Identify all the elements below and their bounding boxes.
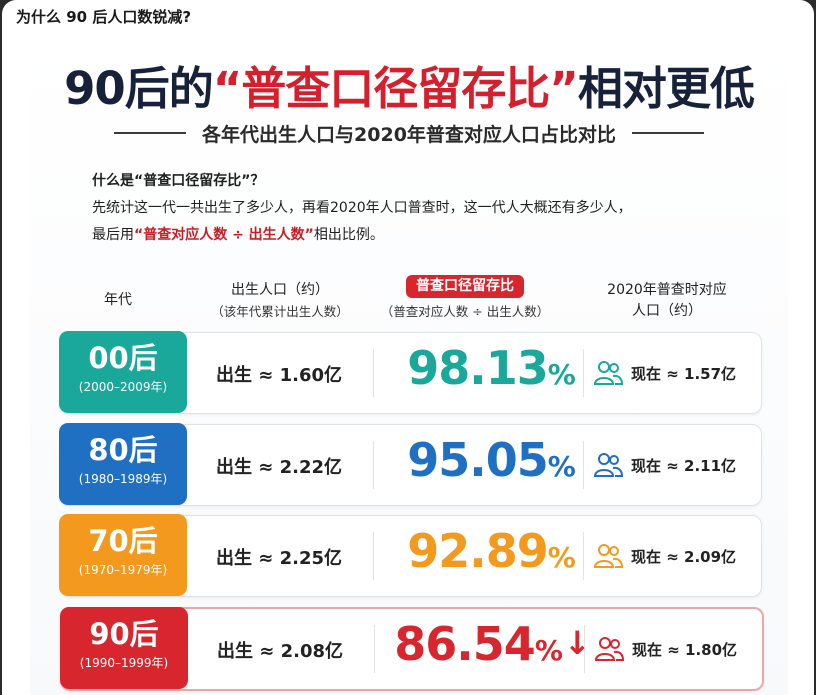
birth-header-title: 出生人口（约）	[231, 282, 329, 298]
column-divider	[583, 532, 584, 580]
rate-value: 92.89	[407, 524, 549, 578]
headline-prefix: 90后的	[64, 62, 214, 115]
column-divider	[584, 625, 585, 673]
rate-value: 95.05	[407, 433, 549, 487]
column-divider	[373, 349, 374, 397]
formula-highlight: “普查对应人数 ÷ 出生人数”	[134, 227, 314, 243]
column-divider	[583, 441, 584, 489]
column-header-birth: 出生人口（约） （该年代累计出生人数）	[190, 280, 370, 322]
subtitle-row: 各年代出生人口与2020年普查对应人口占比对比	[30, 120, 788, 146]
census-header-sub: 人口（约）	[632, 303, 702, 319]
column-header-rate: 普查口径留存比 （普查对应人数 ÷ 出生人数）	[360, 275, 570, 322]
generation-range: (1980–1989年)	[78, 472, 168, 486]
rate-header-pill: 普查口径留存比	[406, 275, 524, 298]
birth-count: 出生 ≈ 2.25亿	[216, 548, 343, 569]
birth-header-sub: （该年代累计出生人数）	[211, 304, 349, 319]
explanation-formula-line: 最后用“普查对应人数 ÷ 出生人数”相出比例。	[92, 222, 752, 249]
table-row: 00后 (2000–2009年) 出生 ≈ 1.60亿 98.13% 现在 ≈ …	[59, 331, 762, 414]
retention-rate: 98.13%	[391, 341, 591, 395]
retention-rate: 95.05%	[391, 433, 591, 487]
generation-badge: 90后 (1990–1999年)	[60, 607, 188, 689]
generation-range: (1970–1979年)	[78, 563, 168, 577]
generation-label: 80后	[88, 433, 158, 467]
birth-count: 出生 ≈ 1.60亿	[216, 365, 343, 386]
generation-badge: 00后 (2000–2009年)	[59, 331, 187, 413]
percent-sign: %	[547, 450, 576, 483]
explanation-line: 先统计这一代一共出生了多少人，再看2020年人口普查时，这一代人大概还有多少人，	[92, 200, 632, 216]
table-row: 70后 (1970–1979年) 出生 ≈ 2.25亿 92.89% 现在 ≈ …	[59, 514, 762, 597]
subtitle-rule-right	[631, 132, 704, 134]
percent-sign: %	[534, 634, 563, 667]
formula-suffix: 相出比例。	[313, 227, 384, 243]
subtitle-rule-left	[114, 132, 187, 134]
post-title[interactable]: 为什么 90 后人口数锐减?	[16, 8, 192, 26]
census-count: 现在 ≈ 1.80亿	[632, 641, 738, 659]
census-count: 现在 ≈ 1.57亿	[631, 365, 737, 383]
birth-count: 出生 ≈ 2.22亿	[216, 457, 343, 478]
column-header-census: 2020年普查时对应 人口（约）	[582, 280, 752, 322]
rate-value: 86.54	[394, 617, 536, 671]
percent-sign: %	[547, 358, 576, 391]
people-icon	[594, 637, 624, 661]
subtitle: 各年代出生人口与2020年普查对应人口占比对比	[202, 123, 616, 146]
generation-label: 70后	[88, 524, 158, 558]
table-row: 80后 (1980–1989年) 出生 ≈ 2.22亿 95.05% 现在 ≈ …	[59, 423, 762, 506]
formula-prefix: 最后用	[92, 227, 134, 243]
generation-badge: 70后 (1970–1979年)	[59, 514, 187, 596]
birth-count: 出生 ≈ 2.08亿	[217, 641, 344, 662]
headline-highlight: “普查口径留存比”	[212, 62, 579, 115]
infographic-headline: 90后的“普查口径留存比”相对更低	[30, 52, 788, 117]
percent-sign: %	[547, 541, 576, 574]
rate-header-sub: （普查对应人数 ÷ 出生人数）	[380, 304, 550, 319]
infographic-image[interactable]: 90后的“普查口径留存比”相对更低 各年代出生人口与2020年普查对应人口占比对…	[30, 44, 788, 695]
column-divider	[374, 625, 375, 673]
column-divider	[373, 441, 374, 489]
retention-rate: 86.54%↓	[392, 617, 592, 671]
generation-label: 90后	[89, 617, 159, 651]
generation-badge: 80后 (1980–1989年)	[59, 423, 187, 505]
people-icon	[593, 361, 623, 385]
generation-range: (1990–1999年)	[79, 656, 169, 670]
census-count: 现在 ≈ 2.09亿	[631, 548, 737, 566]
explanation-question: 什么是“普查口径留存比”？	[92, 173, 265, 189]
people-icon	[593, 453, 623, 477]
generation-range: (2000–2009年)	[78, 380, 168, 394]
column-header-era: 年代	[104, 292, 132, 308]
headline-suffix: 相对更低	[577, 62, 755, 115]
retention-rate: 92.89%	[391, 524, 591, 578]
down-arrow-icon: ↓	[563, 624, 591, 662]
rate-value: 98.13	[407, 341, 549, 395]
people-icon	[593, 544, 623, 568]
census-header-title: 2020年普查时对应	[607, 282, 727, 298]
census-count: 现在 ≈ 2.11亿	[631, 457, 737, 475]
explanation-block: 什么是“普查口径留存比”？ 先统计这一代一共出生了多少人，再看2020年人口普查…	[92, 168, 752, 249]
generation-label: 00后	[88, 341, 158, 375]
column-divider	[583, 349, 584, 397]
column-divider	[373, 532, 374, 580]
table-row: 90后 (1990–1999年) 出生 ≈ 2.08亿 86.54%↓ 现在 ≈…	[60, 607, 764, 691]
